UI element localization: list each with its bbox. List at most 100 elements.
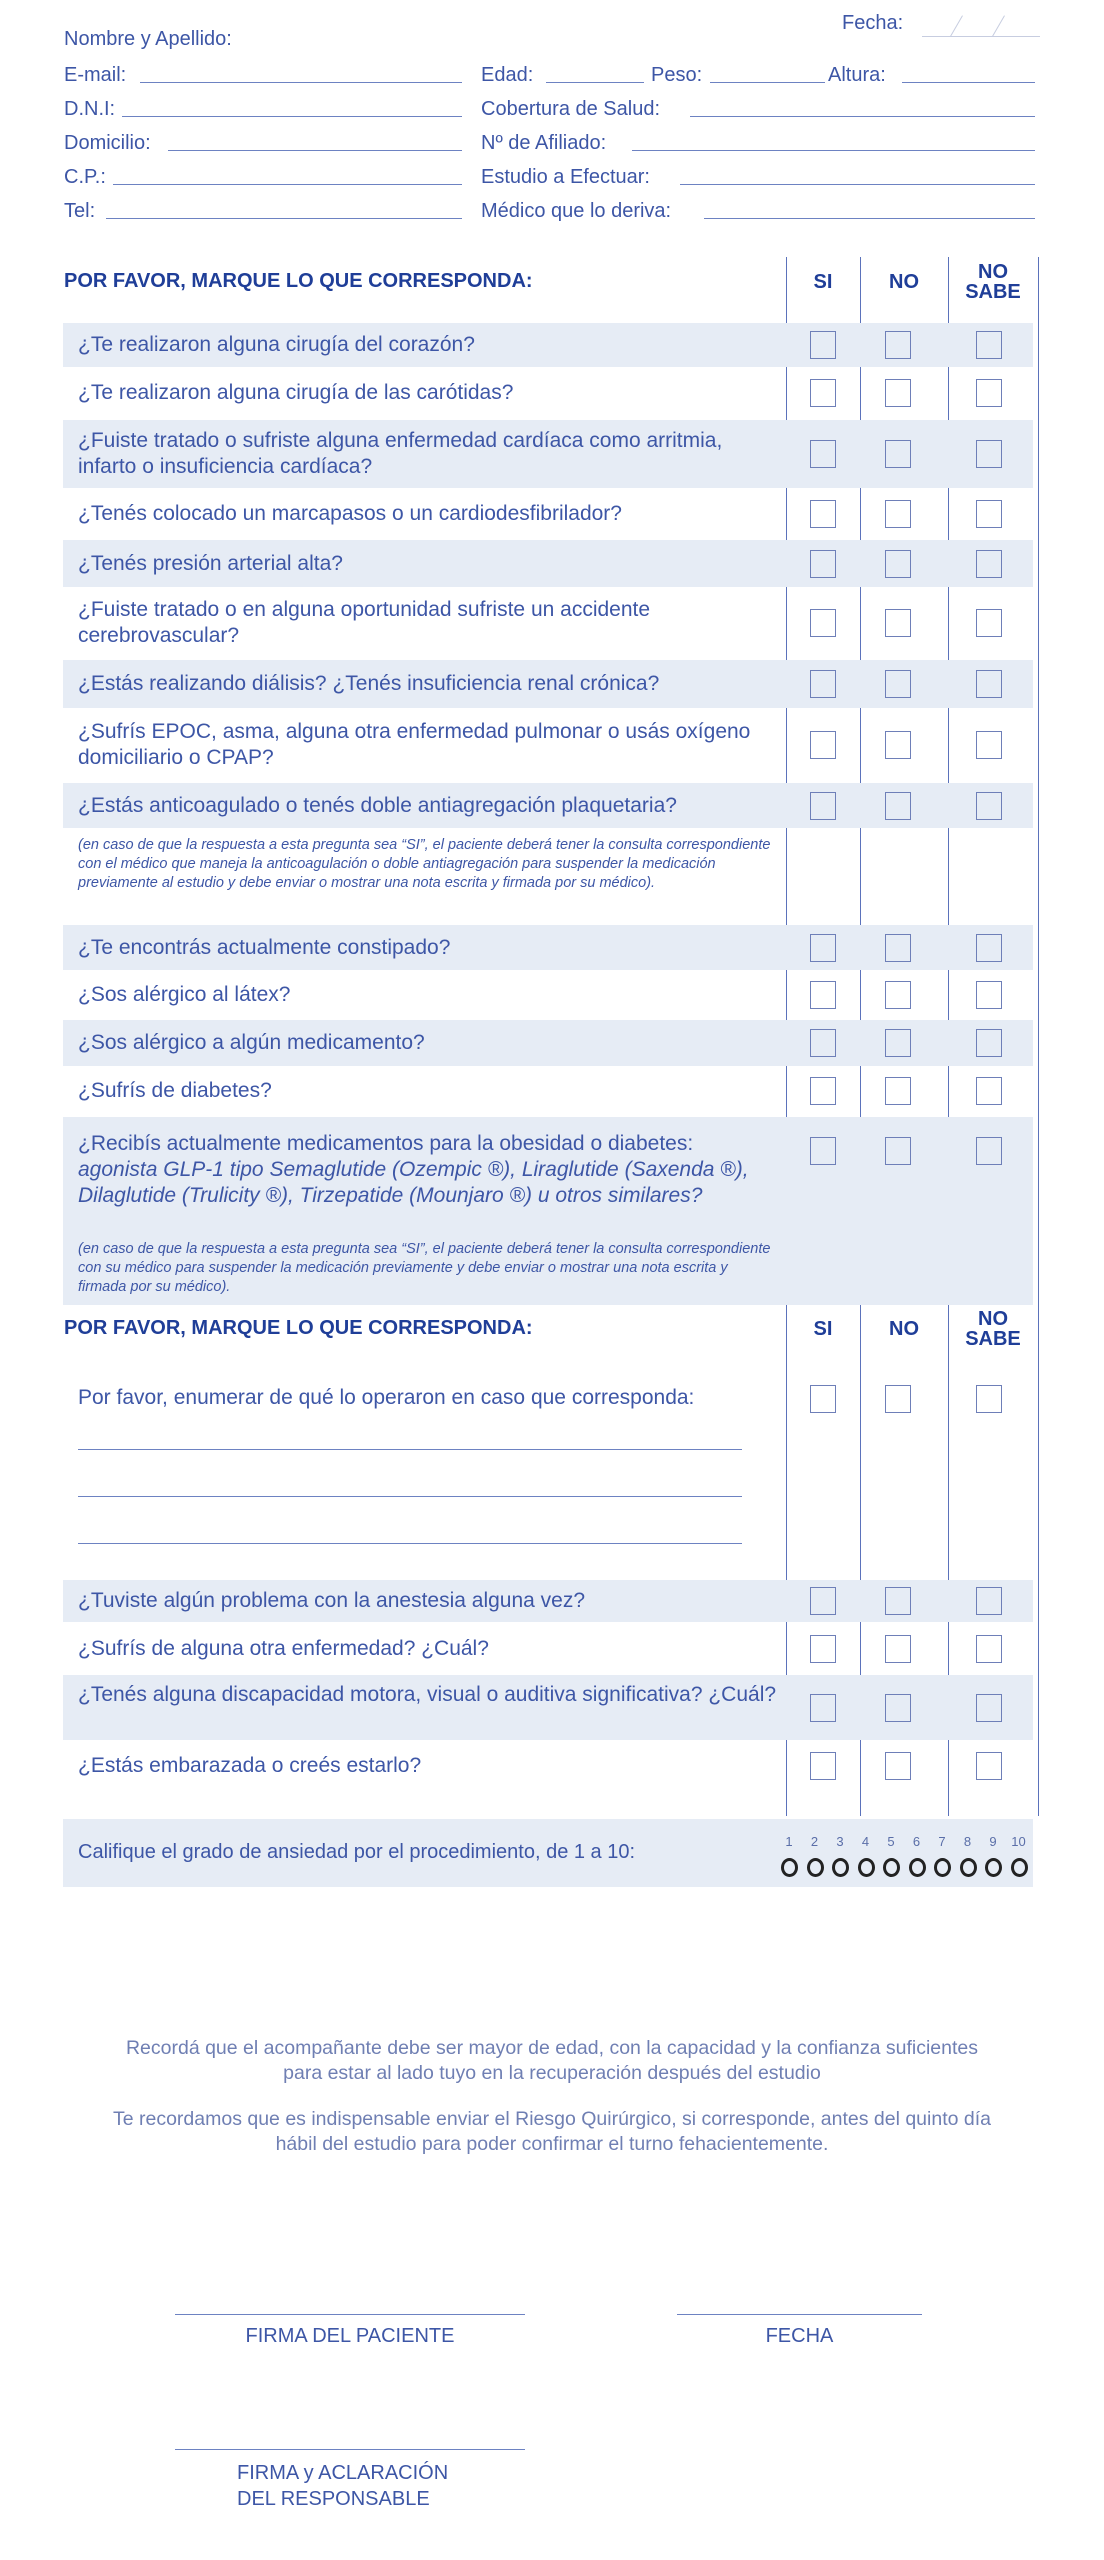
checkbox-no-sabe[interactable] (976, 1029, 1002, 1057)
operation-answer-line[interactable] (78, 1496, 742, 1497)
field-input-line[interactable] (168, 150, 462, 151)
field-input-line[interactable] (113, 184, 462, 185)
checkbox-si[interactable] (810, 609, 836, 637)
checkbox-no-sabe[interactable] (976, 440, 1002, 468)
patient-signature-label: FIRMA DEL PACIENTE (245, 2325, 455, 2347)
peso-input-line[interactable] (710, 82, 825, 83)
checkbox-no[interactable] (885, 731, 911, 759)
operation-answer-line[interactable] (78, 1543, 742, 1544)
checkbox-si[interactable] (810, 1752, 836, 1780)
checkbox-no-sabe[interactable] (976, 379, 1002, 407)
checkbox-si[interactable] (810, 549, 836, 578)
responsible-label-line1: FIRMA y ACLARACIÓN (237, 2462, 449, 2484)
checkbox-si[interactable] (810, 791, 836, 820)
surgical-risk-note: Te recordamos que es indispensable envia… (112, 2108, 991, 2155)
anxiety-radio-5[interactable] (883, 1858, 900, 1877)
checkbox-no[interactable] (885, 379, 911, 407)
date-signature-line[interactable] (677, 2314, 922, 2315)
checkbox-si[interactable] (810, 731, 836, 759)
checkbox-si[interactable] (810, 1137, 836, 1165)
patient-signature-line[interactable] (175, 2314, 525, 2315)
checkbox-no-sabe[interactable] (976, 670, 1002, 698)
operation-answer-line[interactable] (78, 1449, 742, 1450)
altura-input-line[interactable] (902, 82, 1035, 83)
checkbox-no-sabe[interactable] (976, 1077, 1002, 1105)
field-input-line[interactable] (632, 150, 1035, 151)
checkbox-no[interactable] (885, 1137, 911, 1165)
field-input-line[interactable] (680, 184, 1035, 185)
checkbox-no[interactable] (885, 331, 911, 359)
question-label: ¿Estás embarazada o creés estarlo? (78, 1754, 422, 1777)
checkbox-no[interactable] (885, 981, 911, 1009)
question-label: ¿Tenés alguna discapacidad motora, visua… (78, 1682, 777, 1706)
anxiety-radio-7[interactable] (934, 1858, 951, 1877)
anxiety-radio-6[interactable] (908, 1858, 926, 1877)
anxiety-radio-9[interactable] (985, 1858, 1002, 1877)
checkbox-si[interactable] (810, 331, 836, 359)
field-label: D.N.I: (64, 98, 116, 120)
checkbox-no[interactable] (885, 499, 911, 528)
checkbox-si[interactable] (810, 499, 836, 528)
checkbox-no-sabe[interactable] (976, 1385, 1002, 1413)
checkbox-si[interactable] (810, 981, 836, 1009)
checkbox-no-sabe[interactable] (976, 731, 1002, 759)
checkbox-no[interactable] (885, 1587, 911, 1615)
column-divider (1038, 257, 1039, 1816)
checkbox-si[interactable] (810, 1029, 836, 1057)
edad-input-line[interactable] (546, 82, 644, 83)
question-label: ¿Fuiste tratado o sufriste alguna enferm… (78, 429, 723, 478)
checkbox-no-sabe[interactable] (976, 1634, 1002, 1663)
question-label: ¿Fuiste tratado o en alguna oportunidad … (78, 598, 651, 647)
edad-label: Edad: (481, 64, 534, 86)
checkbox-no[interactable] (885, 791, 911, 820)
checkbox-si[interactable] (810, 440, 836, 468)
checkbox-no[interactable] (885, 1693, 911, 1722)
checkbox-si[interactable] (810, 1693, 836, 1722)
checkbox-no-sabe[interactable] (976, 549, 1002, 578)
responsible-signature-line[interactable] (175, 2449, 525, 2450)
anxiety-radio-1[interactable] (781, 1858, 798, 1877)
checkbox-no-sabe[interactable] (976, 609, 1002, 637)
checkbox-si[interactable] (810, 1077, 836, 1105)
checkbox-si[interactable] (810, 1385, 836, 1413)
anxiety-radio-3[interactable] (832, 1858, 849, 1877)
checkbox-no-sabe[interactable] (976, 981, 1002, 1009)
checkbox-no[interactable] (885, 609, 911, 637)
question-row-band (63, 1675, 1033, 1740)
checkbox-no[interactable] (885, 440, 911, 468)
field-input-line[interactable] (690, 116, 1035, 117)
checkbox-no-sabe[interactable] (976, 791, 1002, 820)
checkbox-si[interactable] (810, 670, 836, 698)
checkbox-no[interactable] (885, 1752, 911, 1780)
field-input-line[interactable] (122, 116, 462, 117)
field-input-line[interactable] (704, 218, 1035, 219)
checkbox-no[interactable] (885, 933, 911, 962)
field-input-line[interactable] (106, 218, 462, 219)
anxiety-radio-2[interactable] (806, 1858, 824, 1877)
anxiety-radio-8[interactable] (959, 1858, 977, 1877)
checkbox-no-sabe[interactable] (976, 331, 1002, 359)
checkbox-no-sabe[interactable] (976, 1693, 1002, 1722)
companion-note: Recordá que el acompañante debe ser mayo… (125, 2037, 979, 2084)
fecha-field[interactable] (922, 15, 1040, 37)
checkbox-no[interactable] (885, 670, 911, 698)
checkbox-no[interactable] (885, 1029, 911, 1057)
checkbox-si[interactable] (810, 379, 836, 407)
checkbox-no-sabe[interactable] (976, 1137, 1002, 1165)
checkbox-no[interactable] (885, 1077, 911, 1105)
checkbox-si[interactable] (810, 1634, 836, 1663)
checkbox-no-sabe[interactable] (976, 499, 1002, 528)
field-input-line[interactable] (140, 82, 462, 83)
checkbox-no-sabe[interactable] (976, 933, 1002, 962)
checkbox-no[interactable] (885, 1385, 911, 1413)
anxiety-radio-4[interactable] (857, 1858, 875, 1877)
checkbox-si[interactable] (810, 933, 836, 962)
checkbox-no[interactable] (885, 549, 911, 578)
checkbox-no[interactable] (885, 1634, 911, 1663)
date-signature-label: FECHA (765, 2325, 834, 2347)
checkbox-si[interactable] (810, 1587, 836, 1615)
anxiety-radio-10[interactable] (1010, 1858, 1028, 1877)
checkbox-no-sabe[interactable] (976, 1752, 1002, 1780)
anxiety-band (63, 1819, 1033, 1887)
checkbox-no-sabe[interactable] (976, 1587, 1002, 1615)
